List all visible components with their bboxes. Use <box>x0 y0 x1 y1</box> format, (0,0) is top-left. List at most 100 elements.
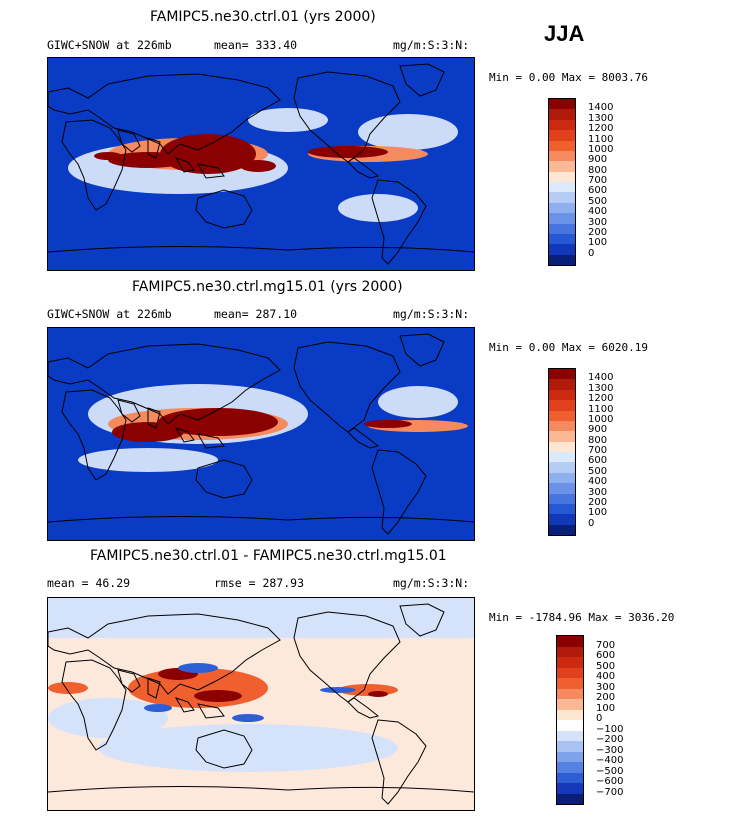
colorbar-tick-label: 0 <box>588 517 595 529</box>
colorbar-swatch <box>557 751 583 762</box>
colorbar-swatch <box>549 441 575 452</box>
colorbar-swatch <box>549 233 575 245</box>
panel3-units-label: mg/m:S:3:N: <box>393 576 470 590</box>
colorbar-tick-label: 200 <box>588 496 608 508</box>
panel2-minmax: Min = 0.00 Max = 6020.19 <box>489 341 648 354</box>
colorbar-tick-label: 100 <box>596 702 616 714</box>
season-label: JJA <box>544 21 585 46</box>
colorbar-tick-label: 500 <box>588 465 608 477</box>
panel2-units-label: mg/m:S:3:N: <box>393 307 470 321</box>
colorbar-swatch <box>549 389 575 401</box>
colorbar-swatch <box>557 793 583 804</box>
panel1-variable-label: GIWC+SNOW at 226mb <box>47 38 172 52</box>
colorbar-tick-label: 1200 <box>588 393 614 405</box>
colorbar-tick-label: 600 <box>596 650 616 661</box>
colorbar-swatch <box>549 109 575 120</box>
panel1-map <box>47 57 475 271</box>
colorbar-swatch <box>549 213 575 224</box>
colorbar-swatch <box>557 646 583 657</box>
colorbar-swatch <box>549 202 575 214</box>
colorbar-swatch <box>549 99 575 110</box>
colorbar-tick-label: 600 <box>588 455 608 467</box>
colorbar-swatch <box>549 379 575 390</box>
colorbar-tick-label: 600 <box>588 185 608 197</box>
colorbar-swatch <box>549 452 575 463</box>
colorbar-swatch <box>557 709 583 720</box>
colorbar-swatch <box>549 140 575 151</box>
colorbar-swatch <box>549 244 575 255</box>
panel1-mean-label: mean= 333.40 <box>214 38 298 52</box>
colorbar-swatch <box>557 678 583 689</box>
colorbar-swatch <box>557 783 583 794</box>
colorbar-tick-label: 700 <box>596 639 616 651</box>
colorbar-tick-label: 1300 <box>588 112 614 124</box>
colorbar-tick-label: 1100 <box>588 403 614 415</box>
panel1-title: FAMIPC5.ne30.ctrl.01 (yrs 2000) <box>150 9 376 25</box>
colorbar-tick-label: 500 <box>596 660 616 672</box>
colorbar-swatch <box>549 462 575 473</box>
colorbar-tick-label: 1300 <box>588 382 614 394</box>
colorbar-swatch <box>549 431 575 442</box>
colorbar-tick-label: 300 <box>588 216 608 228</box>
panel3-field-light-blue <box>48 598 474 772</box>
colorbar-tick-label: −600 <box>596 776 624 787</box>
colorbar-tick-label: 400 <box>588 476 608 488</box>
colorbar-swatch <box>557 741 583 752</box>
colorbar-swatch <box>549 503 575 515</box>
colorbar-tick-label: 200 <box>588 226 608 238</box>
panel3-rmse-label: rmse = 287.93 <box>214 576 305 590</box>
panel2-map <box>47 327 475 541</box>
colorbar-swatch <box>549 254 575 265</box>
panel1-colorbar <box>548 98 576 266</box>
colorbar-swatch <box>549 514 575 525</box>
panel1-field-high <box>94 134 388 174</box>
colorbar-tick-label: 400 <box>596 671 616 682</box>
colorbar-swatch <box>549 400 575 411</box>
panel1-units-label: mg/m:S:3:N: <box>393 38 470 52</box>
panel2-mean-label: mean= 287.10 <box>214 307 298 321</box>
colorbar-swatch <box>549 472 575 484</box>
panel2-field-high <box>112 408 412 442</box>
panel3-field-blue <box>144 663 356 722</box>
panel3-map-field <box>48 598 474 805</box>
colorbar-swatch <box>549 171 575 182</box>
colorbar-tick-label: 0 <box>588 247 595 259</box>
colorbar-swatch <box>549 410 575 421</box>
colorbar-swatch <box>557 699 583 710</box>
colorbar-tick-label: 1000 <box>588 143 614 155</box>
colorbar-swatch <box>557 636 583 647</box>
colorbar-tick-label: 300 <box>588 486 608 498</box>
colorbar-tick-label: −200 <box>596 734 624 745</box>
colorbar-swatch <box>557 772 583 783</box>
colorbar-tick-label: 100 <box>588 237 608 249</box>
colorbar-swatch <box>557 730 583 741</box>
colorbar-tick-label: 200 <box>596 692 616 703</box>
colorbar-tick-label: 900 <box>588 424 608 436</box>
panel1-minmax: Min = 0.00 Max = 8003.76 <box>489 71 648 84</box>
colorbar-tick-label: 800 <box>588 434 608 446</box>
colorbar-tick-label: 1400 <box>588 372 614 384</box>
colorbar-swatch <box>549 483 575 494</box>
colorbar-swatch <box>549 369 575 380</box>
colorbar-tick-label: 1000 <box>588 413 614 425</box>
colorbar-swatch <box>549 119 575 131</box>
colorbar-swatch <box>549 223 575 234</box>
colorbar-tick-label: 1100 <box>588 133 614 145</box>
colorbar-swatch <box>557 762 583 773</box>
colorbar-swatch <box>557 657 583 668</box>
panel1-map-field <box>48 63 474 265</box>
colorbar-tick-label: −700 <box>596 786 624 798</box>
colorbar-tick-label: 1200 <box>588 123 614 135</box>
colorbar-tick-label: −300 <box>596 744 624 756</box>
panel2-variable-label: GIWC+SNOW at 226mb <box>47 307 172 321</box>
colorbar-swatch <box>549 493 575 504</box>
colorbar-swatch <box>549 150 575 162</box>
colorbar-swatch <box>549 420 575 432</box>
colorbar-tick-label: 900 <box>588 154 608 166</box>
colorbar-swatch <box>549 130 575 141</box>
panel2-map-field <box>48 333 474 535</box>
colorbar-swatch <box>549 161 575 172</box>
colorbar-tick-label: 100 <box>588 507 608 519</box>
panel3-title: FAMIPC5.ne30.ctrl.01 - FAMIPC5.ne30.ctrl… <box>90 548 447 564</box>
colorbar-tick-label: 700 <box>588 175 608 186</box>
